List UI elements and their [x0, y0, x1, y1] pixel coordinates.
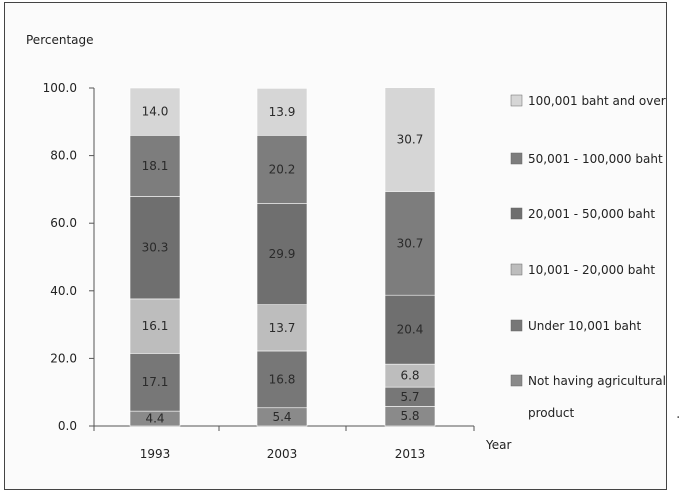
legend-label: 20,001 - 50,000 baht: [528, 207, 655, 221]
legend-label: Under 10,001 baht: [528, 319, 642, 333]
bar-segment: [256, 350, 308, 409]
legend-swatch: [510, 263, 523, 276]
bar-segment: [384, 87, 436, 192]
legend-label: product: [528, 406, 574, 420]
bar-segment: [256, 135, 308, 204]
legend-swatch: [510, 207, 523, 220]
bar-segment: [384, 294, 436, 365]
data-label: 30.7: [397, 236, 424, 250]
y-axis-title: Percentage: [26, 33, 94, 47]
legend-label: 10,001 - 20,000 baht: [528, 263, 655, 277]
data-label: 30.3: [142, 241, 169, 255]
x-tick-label: 2003: [267, 447, 298, 461]
data-label: 13.9: [269, 105, 296, 119]
bar-segment: [256, 88, 308, 136]
bar-segment: [129, 135, 181, 197]
bar-segment: [129, 298, 181, 354]
data-label: 29.9: [269, 247, 296, 261]
chart-frame: [4, 2, 667, 490]
data-label: 20.4: [397, 323, 424, 337]
data-label: 13.7: [269, 321, 296, 335]
legend-swatch: [510, 94, 523, 107]
data-label: 17.1: [142, 375, 169, 389]
x-axis-title: Year: [485, 438, 511, 452]
bar-segment: [129, 196, 181, 300]
data-label: 18.1: [142, 159, 169, 173]
y-tick-label: 60.0: [50, 216, 77, 230]
legend-label: Not having agricultural: [528, 374, 666, 388]
y-tick-label: 80.0: [50, 149, 77, 163]
y-tick-label: 20.0: [50, 351, 77, 365]
legend-label: 100,001 baht and over: [528, 94, 666, 108]
bar-segment: [384, 191, 436, 296]
data-label: 5.4: [272, 410, 291, 424]
data-label: 5.7: [400, 390, 419, 404]
bar-segment: [256, 304, 308, 352]
data-label: 30.7: [397, 133, 424, 147]
x-tick-label: 1993: [140, 447, 171, 461]
x-tick-label: 2013: [395, 447, 426, 461]
legend-label: 50,001 - 100,000 baht: [528, 152, 663, 166]
bar-segment: [129, 353, 181, 412]
y-tick-label: 0.0: [58, 419, 77, 433]
legend-swatch: [510, 374, 523, 387]
y-tick-label: 100.0: [43, 81, 77, 95]
legend-swatch: [510, 152, 523, 165]
legend-swatch: [510, 319, 523, 332]
data-label: 5.8: [400, 409, 419, 423]
data-label: 20.2: [269, 162, 296, 176]
y-tick-label: 40.0: [50, 284, 77, 298]
bar-segment: [129, 87, 181, 136]
data-label: 16.8: [269, 372, 296, 386]
bar-segment: [256, 203, 308, 305]
stray-mark: .: [676, 406, 681, 422]
data-label: 6.8: [400, 369, 419, 383]
data-label: 16.1: [142, 319, 169, 333]
data-label: 14.0: [142, 105, 169, 119]
data-label: 4.4: [145, 412, 164, 426]
